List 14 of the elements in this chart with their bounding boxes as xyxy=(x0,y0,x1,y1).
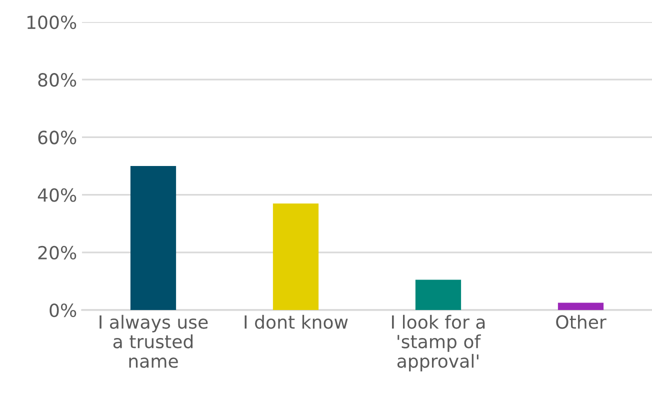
bar xyxy=(272,203,319,310)
bar xyxy=(558,302,604,310)
bar xyxy=(415,280,462,310)
y-tick-label: 0% xyxy=(50,303,76,318)
x-tick-label: Other xyxy=(556,314,606,329)
y-tick-label: 80% xyxy=(38,73,76,87)
y-tick-label: 40% xyxy=(38,188,76,202)
bar xyxy=(130,166,176,310)
x-tick-label: I look for a 'stamp of approval' xyxy=(392,314,485,372)
x-tick-label: I dont know xyxy=(244,314,348,329)
y-tick-label: 20% xyxy=(38,246,76,260)
x-tick-label: I always use a trusted name xyxy=(100,314,208,368)
y-tick-label: 100% xyxy=(28,15,76,30)
y-tick-label: 60% xyxy=(38,130,76,144)
